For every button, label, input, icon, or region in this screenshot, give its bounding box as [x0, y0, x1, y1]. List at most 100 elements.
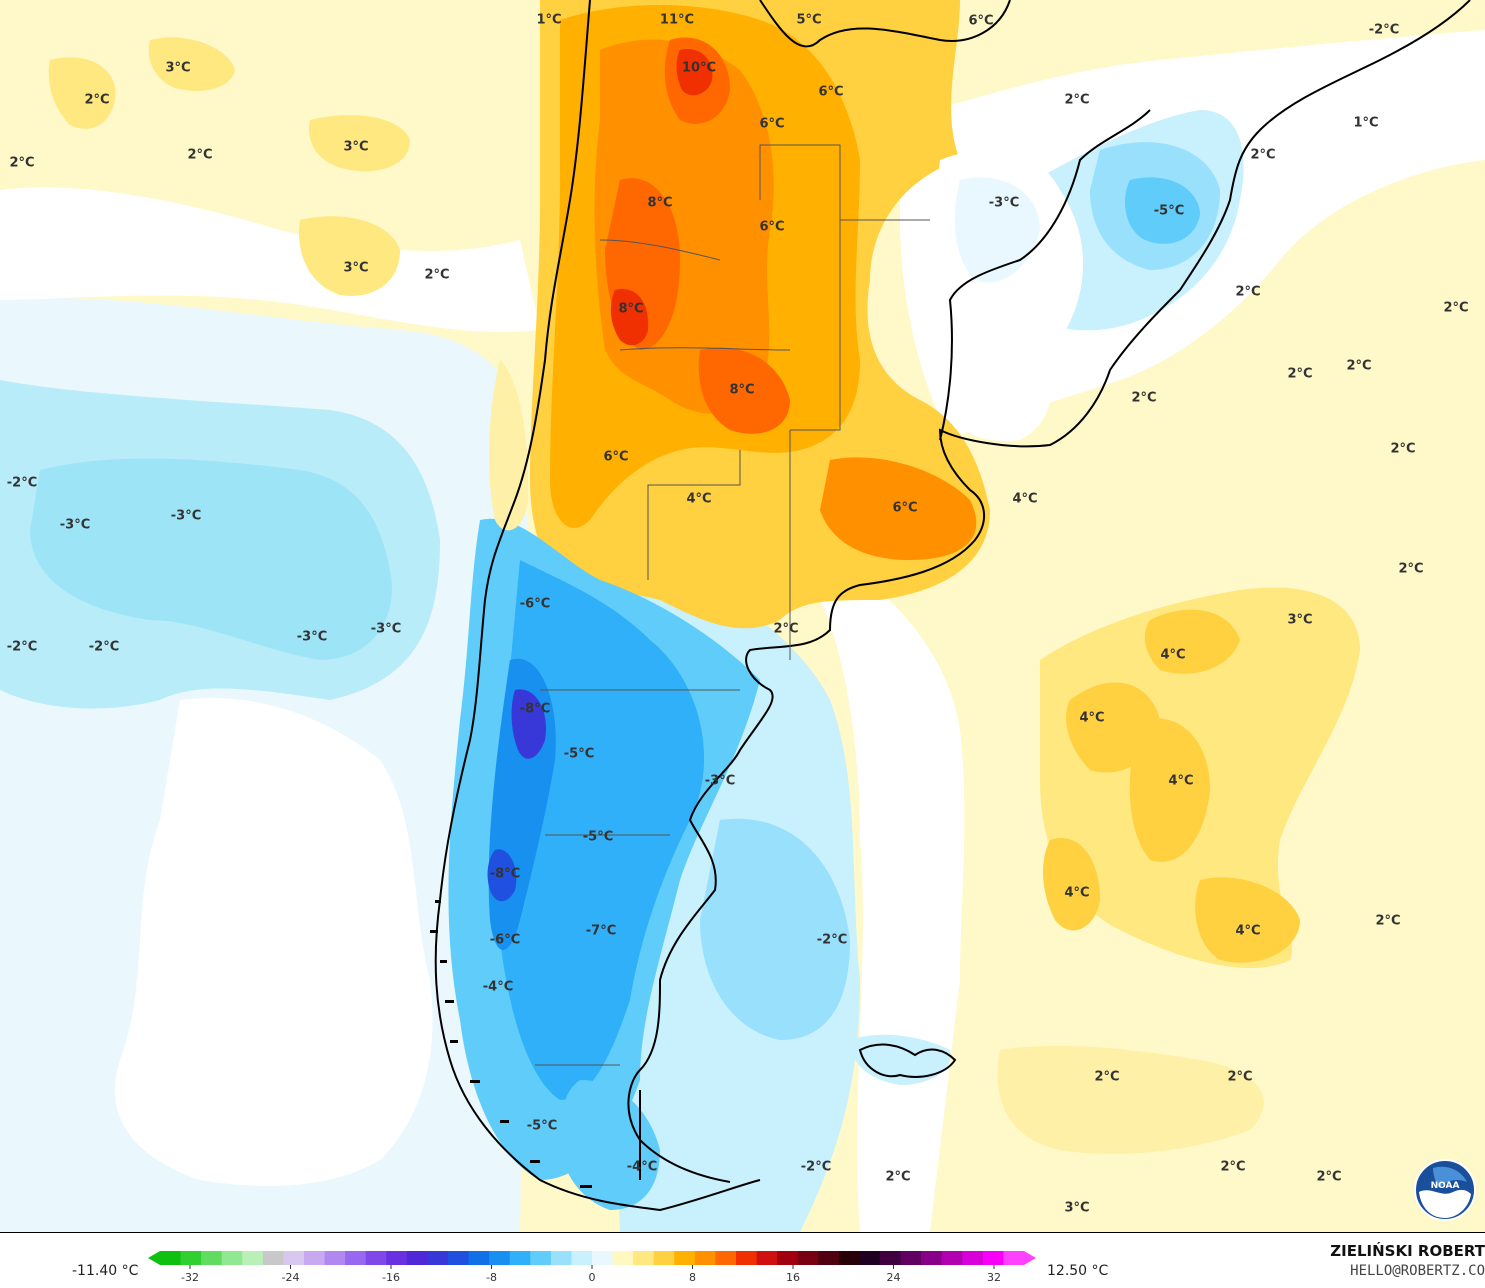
colorbar-tick-label: -16	[382, 1271, 400, 1284]
colorbar-tick-label: -32	[181, 1271, 199, 1284]
temperature-label: -3°C	[170, 508, 202, 524]
colorbar-segment	[180, 1251, 202, 1265]
temperature-label: 2°C	[885, 1169, 911, 1185]
colorbar-segment	[242, 1251, 264, 1265]
colorbar-segment	[160, 1251, 182, 1265]
author-email: HELLO@ROBERTZ.CO	[1350, 1263, 1485, 1279]
temperature-label: 3°C	[1064, 1200, 1090, 1216]
temperature-label: -8°C	[519, 701, 551, 717]
temperature-label: -2°C	[6, 639, 38, 655]
temperature-label: -3°C	[988, 195, 1020, 211]
colorbar-segment	[201, 1251, 223, 1265]
temperature-label: -3°C	[370, 621, 402, 637]
temperature-label: -2°C	[88, 639, 120, 655]
colorbar-segment	[962, 1251, 984, 1265]
colorbar-segment	[982, 1251, 1004, 1265]
temperature-label: -2°C	[6, 475, 38, 491]
colorbar-segment	[653, 1251, 675, 1265]
colorbar-segment	[530, 1251, 552, 1265]
colorbar-tick-label: 16	[786, 1271, 800, 1284]
colorbar-segment	[859, 1251, 881, 1265]
temperature-label: 6°C	[759, 116, 785, 132]
temperature-label: 3°C	[343, 139, 369, 155]
temperature-label: -2°C	[816, 932, 848, 948]
colorbar-tick-label: -24	[282, 1271, 300, 1284]
temperature-label: -2°C	[1368, 22, 1400, 38]
temperature-label: 2°C	[773, 621, 799, 637]
colorbar-segment	[674, 1251, 696, 1265]
colorbar-right-arrow	[1024, 1251, 1036, 1265]
temperature-label: 2°C	[1375, 913, 1401, 929]
temperature-label: 4°C	[1160, 647, 1186, 663]
colorbar-segment	[324, 1251, 346, 1265]
temperature-label: 4°C	[1235, 923, 1261, 939]
temperature-label: 2°C	[1390, 441, 1416, 457]
temperature-label: 1°C	[1353, 115, 1379, 131]
temperature-label: -7°C	[585, 923, 617, 939]
temperature-label: 3°C	[343, 260, 369, 276]
noaa-logo: NOAA	[1414, 1159, 1476, 1221]
noaa-logo-text: NOAA	[1431, 1181, 1460, 1191]
legend-bar: -11.40 °C -32 -24 -16 -8 0 8 16 24 32 12.50 °C Z…	[0, 1232, 1485, 1288]
colorbar-segment	[365, 1251, 387, 1265]
colorbar-segment	[941, 1251, 963, 1265]
colorbar-segment	[448, 1251, 470, 1265]
colorbar-segment	[900, 1251, 922, 1265]
temperature-label: -3°C	[704, 773, 736, 789]
colorbar-segment	[818, 1251, 840, 1265]
temperature-label: -4°C	[482, 979, 514, 995]
colorbar-segment	[715, 1251, 737, 1265]
colorbar-segment	[736, 1251, 758, 1265]
temperature-label: 6°C	[759, 219, 785, 235]
author-name: ZIELIŃSKI ROBERT	[1330, 1242, 1485, 1260]
temperature-label: -5°C	[582, 829, 614, 845]
temperature-label: 2°C	[1346, 358, 1372, 374]
temperature-label: 2°C	[1235, 284, 1261, 300]
colorbar-segment	[571, 1251, 593, 1265]
temperature-label: 11°C	[659, 12, 695, 28]
temperature-label: 4°C	[1079, 710, 1105, 726]
temperature-label: -4°C	[626, 1159, 658, 1175]
temperature-label: 3°C	[1287, 612, 1313, 628]
temperature-label: 2°C	[424, 267, 450, 283]
colorbar-segment	[509, 1251, 531, 1265]
colorbar-segment	[427, 1251, 449, 1265]
temperature-label: 2°C	[1227, 1069, 1253, 1085]
temperature-label: -6°C	[519, 596, 551, 612]
temperature-label: 6°C	[968, 13, 994, 29]
temperature-label: 2°C	[1250, 147, 1276, 163]
colorbar-segment	[838, 1251, 860, 1265]
colorbar-segment	[592, 1251, 614, 1265]
colorbar-segment	[612, 1251, 634, 1265]
colorbar-segment	[262, 1251, 284, 1265]
temperature-label: 2°C	[1287, 366, 1313, 382]
temperature-label: 2°C	[9, 155, 35, 171]
colorbar-segment	[694, 1251, 716, 1265]
colorbar-segment	[386, 1251, 408, 1265]
colorbar-tick-label: 24	[887, 1271, 901, 1284]
temperature-label: 2°C	[1094, 1069, 1120, 1085]
colorbar: -32 -24 -16 -8 0 8 16 24 32	[148, 1251, 1036, 1284]
colorbar-tick-label: -8	[486, 1271, 497, 1284]
colorbar-segment	[489, 1251, 511, 1265]
temperature-label: 8°C	[729, 382, 755, 398]
colorbar-segment	[406, 1251, 428, 1265]
temperature-label: 8°C	[618, 301, 644, 317]
colorbar-left-arrow	[148, 1251, 160, 1265]
colorbar-segment	[1003, 1251, 1025, 1265]
temperature-label: 5°C	[796, 12, 822, 28]
temperature-label: -5°C	[526, 1118, 558, 1134]
temperature-label: 2°C	[1064, 92, 1090, 108]
temperature-label: -6°C	[489, 932, 521, 948]
temperature-label: -5°C	[1153, 203, 1185, 219]
temperature-label: -3°C	[296, 629, 328, 645]
min-temperature-label: -11.40 °C	[72, 1263, 139, 1279]
temperature-label: 6°C	[892, 500, 918, 516]
temperature-label: 2°C	[1220, 1159, 1246, 1175]
colorbar-segment	[221, 1251, 243, 1265]
colorbar-tick-label: 8	[689, 1271, 696, 1284]
temperature-label: -5°C	[563, 746, 595, 762]
temperature-label: 4°C	[1064, 885, 1090, 901]
temperature-map: 1°C 11°C 5°C 6°C -2°C 3°C 10°C 2°C 6°C 2°C 1°C 6°C 3…	[0, 0, 1485, 1232]
colorbar-segment	[921, 1251, 943, 1265]
